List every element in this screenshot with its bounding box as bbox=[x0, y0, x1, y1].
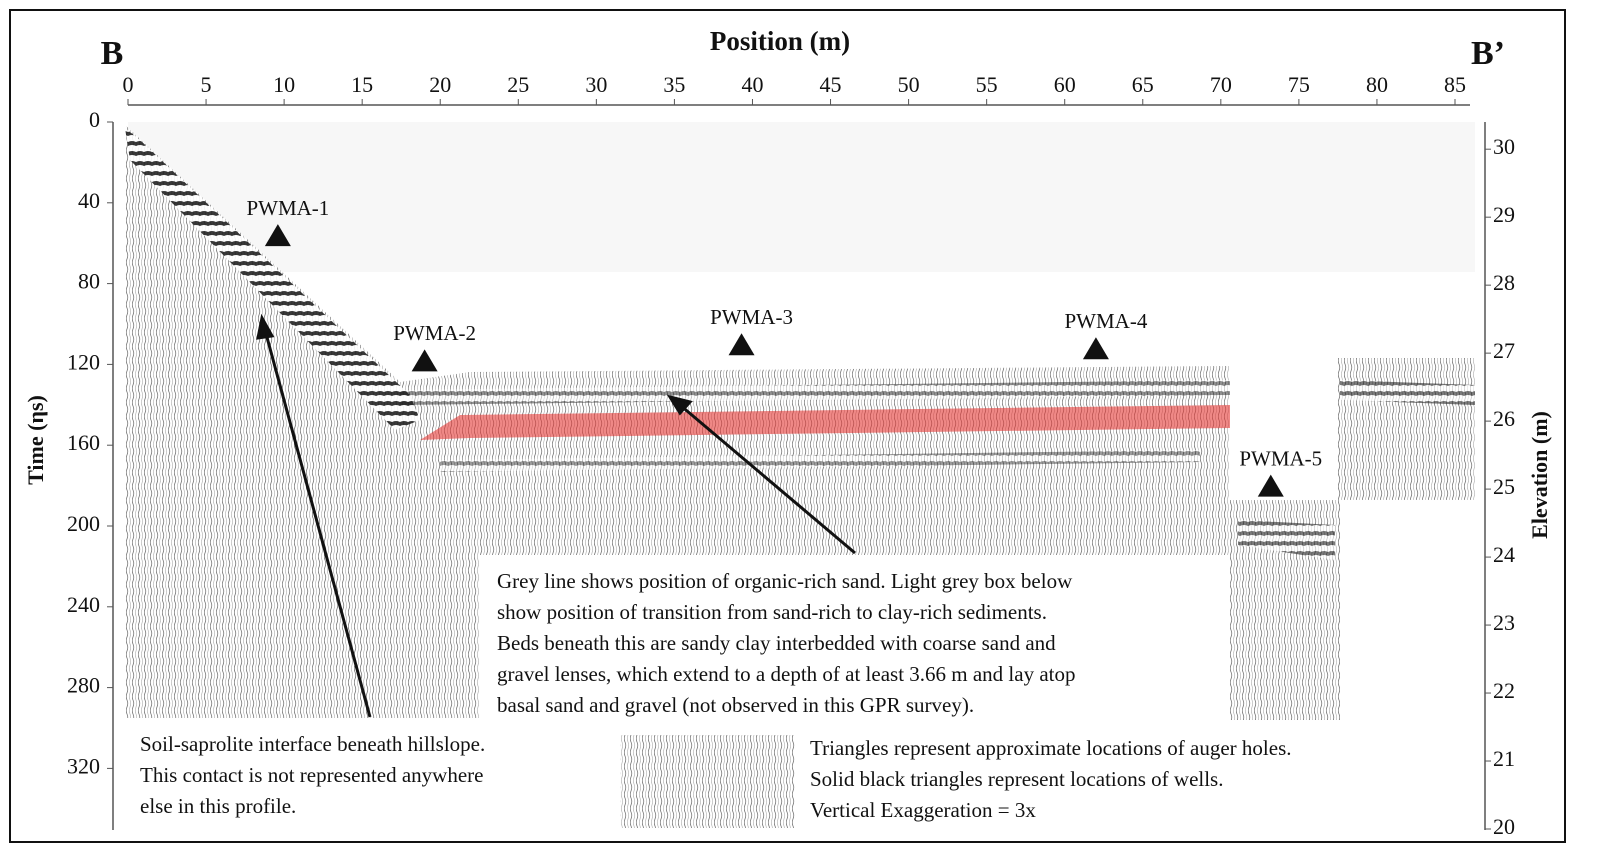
x-tick-label: 70 bbox=[1210, 72, 1232, 97]
x-tick-label: 65 bbox=[1132, 72, 1154, 97]
well-label: PWMA-5 bbox=[1239, 446, 1322, 470]
y-axis-title: Time (ηs) bbox=[23, 395, 48, 485]
y-tick-label: 200 bbox=[67, 511, 100, 536]
y2-tick-label: 21 bbox=[1493, 746, 1515, 771]
y2-tick-label: 29 bbox=[1493, 202, 1515, 227]
y-tick-label: 80 bbox=[78, 269, 100, 294]
well-label: PWMA-1 bbox=[246, 196, 329, 220]
well-label: PWMA-4 bbox=[1065, 309, 1148, 333]
y2-tick-label: 28 bbox=[1493, 270, 1515, 295]
x-tick-label: 30 bbox=[585, 72, 607, 97]
y2-tick-label: 26 bbox=[1493, 406, 1515, 431]
x-axis-title: Position (m) bbox=[710, 26, 850, 56]
annotation-line: show position of transition from sand-ri… bbox=[497, 600, 1047, 624]
annotation-line: This contact is not represented anywhere bbox=[140, 763, 483, 787]
x-tick-label: 0 bbox=[123, 72, 134, 97]
y2-tick-label: 23 bbox=[1493, 610, 1515, 635]
annotation-line: else in this profile. bbox=[140, 794, 296, 818]
x-tick-label: 25 bbox=[507, 72, 529, 97]
annotation-line: gravel lenses, which extend to a depth o… bbox=[497, 662, 1076, 686]
x-tick-label: 40 bbox=[741, 72, 763, 97]
y-tick-label: 160 bbox=[67, 430, 100, 455]
y2-tick-label: 22 bbox=[1493, 678, 1515, 703]
y2-tick-label: 30 bbox=[1493, 134, 1515, 159]
y-tick-label: 320 bbox=[67, 753, 100, 778]
annotation-line: Vertical Exaggeration = 3x bbox=[810, 798, 1036, 822]
start-label: B bbox=[101, 35, 124, 72]
x-tick-label: 20 bbox=[429, 72, 451, 97]
y2-tick-label: 25 bbox=[1493, 474, 1515, 499]
y2-tick-label: 27 bbox=[1493, 338, 1515, 363]
x-tick-label: 45 bbox=[820, 72, 842, 97]
y-tick-label: 40 bbox=[78, 188, 100, 213]
well-label: PWMA-2 bbox=[393, 321, 476, 345]
x-tick-label: 85 bbox=[1444, 72, 1466, 97]
figure: Position (m) B B’ Time (ηs) Elevation (m… bbox=[0, 0, 1600, 858]
x-tick-label: 80 bbox=[1366, 72, 1388, 97]
annotation-line: Soil-saprolite interface beneath hillslo… bbox=[140, 732, 485, 756]
annotation-line: Beds beneath this are sandy clay interbe… bbox=[497, 631, 1056, 655]
x-tick-label: 10 bbox=[273, 72, 295, 97]
y-tick-label: 0 bbox=[89, 107, 100, 132]
y-tick-label: 120 bbox=[67, 349, 100, 374]
x-tick-label: 15 bbox=[351, 72, 373, 97]
y2-axis-title: Elevation (m) bbox=[1527, 411, 1552, 539]
y-tick-label: 280 bbox=[67, 673, 100, 698]
x-tick-label: 60 bbox=[1054, 72, 1076, 97]
x-tick-label: 5 bbox=[201, 72, 212, 97]
x-tick-label: 50 bbox=[898, 72, 920, 97]
end-label: B’ bbox=[1471, 35, 1505, 72]
y2-tick-label: 20 bbox=[1493, 814, 1515, 839]
x-tick-label: 55 bbox=[976, 72, 998, 97]
annotation-line: Triangles represent approximate location… bbox=[810, 736, 1292, 760]
y2-tick-label: 24 bbox=[1493, 542, 1515, 567]
y-tick-label: 240 bbox=[67, 592, 100, 617]
annotation-line: basal sand and gravel (not observed in t… bbox=[497, 693, 974, 717]
annotation-line: Grey line shows position of organic-rich… bbox=[497, 569, 1073, 593]
x-tick-label: 75 bbox=[1288, 72, 1310, 97]
air-background bbox=[128, 122, 1475, 272]
well-label: PWMA-3 bbox=[710, 305, 793, 329]
x-tick-label: 35 bbox=[663, 72, 685, 97]
annotation-line: Solid black triangles represent location… bbox=[810, 767, 1223, 791]
